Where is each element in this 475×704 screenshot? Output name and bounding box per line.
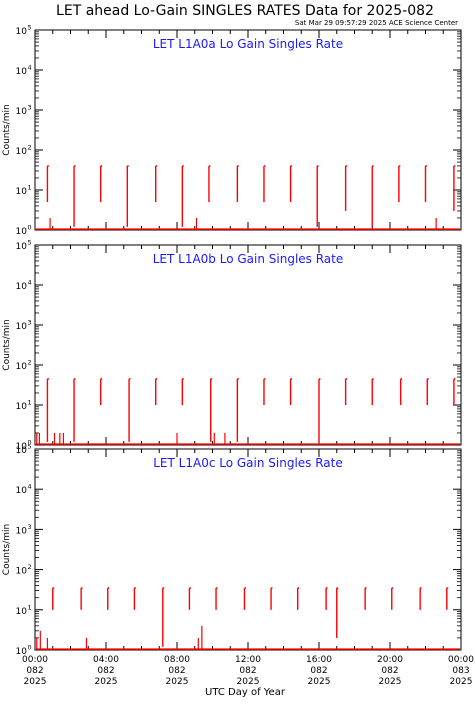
y-tick-exponent: 0 xyxy=(28,439,32,447)
y-tick-label: 10 xyxy=(16,187,28,197)
x-tick-label-doy: 082 xyxy=(26,666,43,676)
x-axis-label: UTC Day of Year xyxy=(205,687,286,698)
x-tick-label-doy: 082 xyxy=(239,666,256,676)
y-tick-exponent: 0 xyxy=(28,224,32,232)
y-tick-exponent: 4 xyxy=(28,279,32,287)
y-tick-label: 10 xyxy=(16,67,28,77)
x-tick-label-time: 12:00 xyxy=(235,655,261,665)
y-tick-exponent: 3 xyxy=(28,319,32,327)
y-axis-label: Counts/min xyxy=(2,524,12,575)
timestamp: Sat Mar 29 09:57:29 2025 ACE Science Cen… xyxy=(295,19,458,27)
x-tick-label-year: 2025 xyxy=(166,677,189,687)
x-tick-label-time: 04:00 xyxy=(93,655,119,665)
y-tick-exponent: 5 xyxy=(28,443,32,451)
y-tick-label: 10 xyxy=(16,147,28,157)
chart-panel-2: LET L1A0b Lo Gain Singles Rate Counts/min… xyxy=(2,239,462,452)
y-tick-label: 10 xyxy=(16,526,28,536)
y-tick-exponent: 4 xyxy=(28,483,32,491)
x-tick-label-year: 2025 xyxy=(308,677,331,687)
panel-title: LET L1A0a Lo Gain Singles Rate xyxy=(153,37,343,51)
y-tick-exponent: 1 xyxy=(28,603,32,611)
x-tick-label-doy: 082 xyxy=(381,666,398,676)
y-tick-exponent: 2 xyxy=(28,144,32,152)
plot-frame xyxy=(34,448,462,651)
y-tick-exponent: 3 xyxy=(28,523,32,531)
y-tick-label: 10 xyxy=(16,607,28,617)
y-tick-label: 10 xyxy=(16,107,28,117)
y-tick-label: 10 xyxy=(16,647,28,657)
y-tick-label: 10 xyxy=(16,442,28,452)
y-tick-label: 10 xyxy=(16,567,28,577)
panel-title: LET L1A0c Lo Gain Singles Rate xyxy=(153,456,343,470)
y-tick-exponent: 3 xyxy=(28,104,32,112)
plot-frame xyxy=(34,29,462,231)
x-tick-label-time: 08:00 xyxy=(164,655,190,665)
y-tick-exponent: 1 xyxy=(28,399,32,407)
plot-frame xyxy=(34,244,462,446)
x-tick-label-doy: 083 xyxy=(452,666,469,676)
y-tick-exponent: 1 xyxy=(28,184,32,192)
y-axis-label: Counts/min xyxy=(2,104,12,155)
y-tick-label: 10 xyxy=(16,322,28,332)
y-axis-label: Counts/min xyxy=(2,319,12,370)
y-tick-exponent: 5 xyxy=(28,239,32,247)
y-tick-exponent: 2 xyxy=(28,359,32,367)
x-tick-label-year: 2025 xyxy=(379,677,402,687)
x-tick-label-year: 2025 xyxy=(95,677,118,687)
chart-title: LET ahead Lo-Gain SINGLES RATES Data for… xyxy=(56,3,434,19)
y-tick-exponent: 5 xyxy=(28,24,32,32)
panel-title: LET L1A0b Lo Gain Singles Rate xyxy=(153,252,344,266)
chart-panel-3: LET L1A0c Lo Gain Singles Rate Counts/min… xyxy=(2,443,462,657)
y-tick-label: 10 xyxy=(16,242,28,252)
y-tick-label: 10 xyxy=(16,27,28,37)
x-tick-label-time: 00:00 xyxy=(22,655,48,665)
x-tick-label-time: 20:00 xyxy=(377,655,403,665)
x-tick-label-doy: 082 xyxy=(310,666,327,676)
y-tick-label: 10 xyxy=(16,446,28,456)
y-tick-label: 10 xyxy=(16,227,28,237)
x-tick-label-doy: 082 xyxy=(97,666,114,676)
x-tick-label-year: 2025 xyxy=(24,677,47,687)
x-tick-label-year: 2025 xyxy=(450,677,473,687)
x-tick-label-time: 00:00 xyxy=(448,655,474,665)
y-tick-label: 10 xyxy=(16,402,28,412)
y-tick-label: 10 xyxy=(16,362,28,372)
y-tick-exponent: 2 xyxy=(28,563,32,571)
chart-panel-1: LET L1A0a Lo Gain Singles Rate Counts/min… xyxy=(2,24,462,237)
y-tick-exponent: 0 xyxy=(28,644,32,652)
y-tick-label: 10 xyxy=(16,282,28,292)
y-tick-exponent: 4 xyxy=(28,64,32,72)
x-tick-label-doy: 082 xyxy=(168,666,185,676)
x-tick-label-year: 2025 xyxy=(237,677,260,687)
x-tick-label-time: 16:00 xyxy=(306,655,332,665)
y-tick-label: 10 xyxy=(16,486,28,496)
